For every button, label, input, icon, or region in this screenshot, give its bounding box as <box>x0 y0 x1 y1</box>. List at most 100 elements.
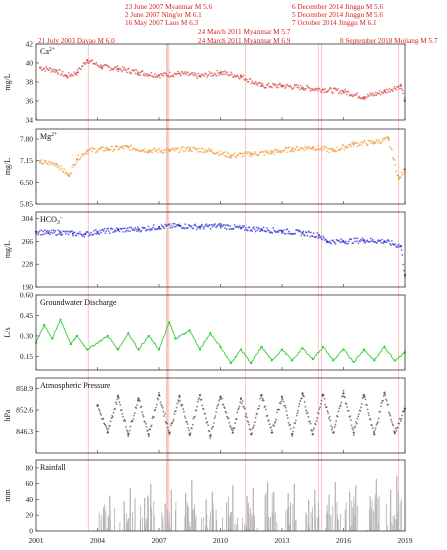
data-point <box>312 429 315 431</box>
data-point <box>400 171 403 174</box>
data-point <box>127 433 130 436</box>
data-point <box>175 406 178 409</box>
data-point <box>378 139 380 141</box>
data-point <box>153 147 156 150</box>
data-point <box>106 430 109 432</box>
rainfall-bar <box>215 509 217 531</box>
rainfall-bar <box>270 526 272 531</box>
data-point <box>64 232 67 235</box>
data-point <box>109 148 112 151</box>
data-point <box>231 427 234 430</box>
discharge-line-segment <box>212 335 214 338</box>
data-point <box>146 229 149 231</box>
discharge-line-segment <box>303 349 306 351</box>
data-point <box>203 225 206 228</box>
rainfall-bar <box>167 525 168 531</box>
data-point <box>117 394 119 397</box>
data-point <box>369 140 372 142</box>
discharge-line-segment <box>275 355 278 358</box>
data-point <box>260 345 263 348</box>
rainfall-bar <box>153 501 155 531</box>
data-point <box>159 149 161 152</box>
data-point <box>157 398 160 401</box>
data-point <box>59 69 61 71</box>
data-point <box>128 149 131 151</box>
data-point <box>352 360 355 363</box>
panel-title: Atmospheric Pressure <box>40 381 111 390</box>
data-point <box>73 71 75 74</box>
discharge-line-segment <box>112 342 115 345</box>
data-point <box>361 397 364 399</box>
data-point <box>108 66 111 69</box>
x-tick-label: 2001 <box>29 536 44 545</box>
rainfall-bar <box>357 505 359 531</box>
data-point <box>327 412 330 414</box>
data-point <box>280 348 284 351</box>
data-point <box>198 75 202 78</box>
rainfall-bar <box>134 497 136 531</box>
data-point <box>362 348 366 351</box>
data-point <box>287 421 290 424</box>
rainfall-bar <box>268 517 270 531</box>
data-point <box>43 323 46 327</box>
data-point <box>148 228 151 231</box>
data-point <box>271 231 274 234</box>
data-point <box>107 227 109 230</box>
data-point <box>164 148 167 151</box>
data-point <box>265 151 267 154</box>
data-point <box>143 72 146 75</box>
data-point <box>115 230 117 233</box>
data-point <box>360 406 362 409</box>
data-point <box>400 418 403 420</box>
discharge-line-segment <box>83 345 86 348</box>
data-point <box>44 232 47 235</box>
data-point <box>49 233 51 236</box>
discharge-line-segment <box>269 356 271 359</box>
data-point <box>91 59 94 61</box>
data-point <box>375 94 378 96</box>
data-point <box>354 425 357 428</box>
data-point <box>55 162 58 166</box>
data-point <box>243 154 246 157</box>
rainfall-bar <box>308 499 310 531</box>
data-point <box>266 84 269 87</box>
data-point <box>264 408 267 411</box>
discharge-line-segment <box>125 335 127 339</box>
rainfall-bar <box>378 523 379 531</box>
data-point <box>163 227 166 230</box>
x-tick-label: 2013 <box>275 536 290 545</box>
data-point <box>357 242 360 245</box>
data-point <box>289 427 292 430</box>
data-point <box>167 429 170 432</box>
data-point <box>231 431 234 434</box>
data-point <box>301 347 304 350</box>
discharge-line-segment <box>55 327 58 330</box>
panel-title: Groundwater Discharge <box>40 298 117 307</box>
data-point <box>198 147 200 150</box>
data-point <box>371 424 373 427</box>
data-point <box>196 147 199 150</box>
discharge-line-segment <box>185 331 188 334</box>
data-point <box>98 409 101 412</box>
data-point <box>209 437 212 440</box>
data-point <box>94 228 97 231</box>
data-point <box>311 146 314 149</box>
data-point <box>75 160 78 163</box>
data-point <box>56 166 59 168</box>
data-point <box>374 91 377 94</box>
event-label: 24 March 2011 Myanmar M 6.9 <box>198 37 291 45</box>
data-point <box>178 224 181 227</box>
discharge-line-segment <box>245 356 248 358</box>
data-point <box>342 90 345 93</box>
data-point <box>254 421 256 424</box>
data-point <box>157 348 161 351</box>
data-point <box>385 399 388 402</box>
data-point <box>127 146 130 149</box>
data-point <box>316 89 319 92</box>
data-point <box>230 71 233 74</box>
data-point <box>295 83 298 86</box>
discharge-line-segment <box>122 340 125 342</box>
discharge-line-segment <box>61 322 63 325</box>
data-point <box>321 149 324 152</box>
discharge-line-segment <box>155 343 157 347</box>
